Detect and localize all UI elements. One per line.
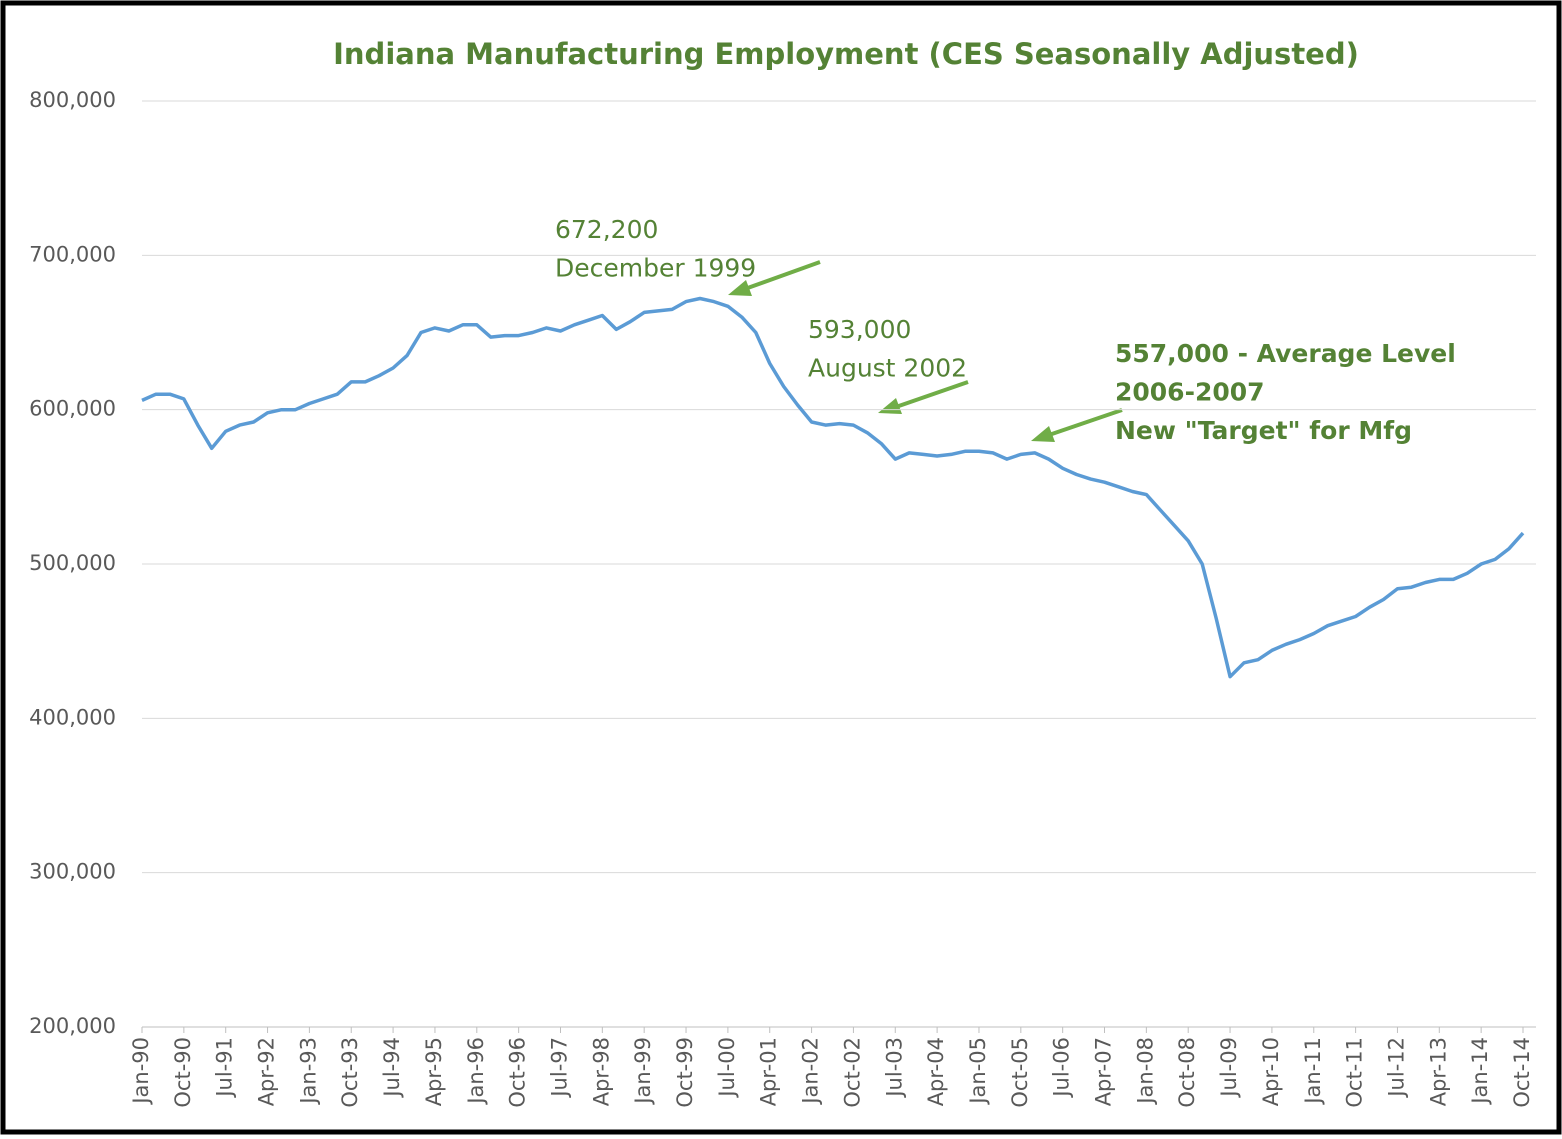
annotation: 557,000 - Average Level [1115, 339, 1456, 368]
x-tick-label: Jan-93 [296, 1037, 320, 1106]
x-tick-label: Jul-09 [1217, 1037, 1241, 1099]
x-tick-label: Jul-06 [1050, 1037, 1074, 1099]
x-tick-label: Jan-99 [631, 1037, 655, 1106]
x-tick-label: Jul-00 [715, 1037, 739, 1099]
annotation: August 2002 [808, 354, 967, 383]
y-tick-label: 300,000 [29, 860, 116, 884]
arrow [892, 380, 969, 410]
annotation: 672,200 [555, 215, 658, 244]
x-tick-label: Jul-94 [380, 1037, 404, 1099]
x-tick-label: Oct-02 [840, 1037, 864, 1108]
y-tick-label: 500,000 [29, 551, 116, 575]
x-tick-label: Oct-14 [1510, 1037, 1534, 1108]
y-tick-label: 700,000 [29, 242, 116, 266]
x-tick-label: Apr-98 [589, 1037, 613, 1106]
x-tick-label: Oct-96 [506, 1037, 530, 1108]
x-tick-label: Apr-01 [757, 1037, 781, 1106]
x-tick-label: Jan-02 [799, 1037, 823, 1106]
y-tick-label: 800,000 [29, 88, 116, 112]
y-tick-label: 400,000 [29, 705, 116, 729]
x-tick-label: Jan-11 [1301, 1037, 1325, 1106]
arrow-head [728, 280, 752, 296]
x-tick-label: Apr-95 [422, 1037, 446, 1106]
x-tick-label: Jan-14 [1468, 1037, 1492, 1106]
x-tick-label: Jul-12 [1384, 1037, 1408, 1099]
x-tick-label: Jan-08 [1133, 1037, 1157, 1106]
x-tick-label: Apr-13 [1426, 1037, 1450, 1106]
x-tick-label: Apr-10 [1259, 1037, 1283, 1106]
x-tick-label: Jul-03 [882, 1037, 906, 1099]
series-line [141, 296, 1525, 679]
x-tick-label: Oct-08 [1175, 1037, 1199, 1108]
x-tick-label: Apr-07 [1092, 1037, 1116, 1106]
y-tick-label: 600,000 [29, 397, 116, 421]
x-tick-label: Jul-97 [547, 1037, 571, 1099]
x-tick-label: Apr-04 [924, 1037, 948, 1106]
y-tick-label: 200,000 [29, 1014, 116, 1038]
x-tick-label: Jul-91 [213, 1037, 237, 1099]
x-tick-label: Jan-96 [464, 1037, 488, 1106]
annotation: 593,000 [808, 315, 911, 344]
arrow-head [1031, 426, 1055, 442]
x-tick-label: Oct-05 [1008, 1037, 1032, 1108]
arrow [741, 260, 821, 292]
annotation: December 1999 [555, 254, 756, 283]
x-tick-label: Jan-90 [129, 1037, 153, 1106]
chart-title: Indiana Manufacturing Employment (CES Se… [333, 37, 1359, 71]
arrow [1045, 408, 1123, 438]
annotation: 2006-2007 [1115, 378, 1265, 407]
x-tick-label: Oct-90 [171, 1037, 195, 1108]
annotation: New "Target" for Mfg [1115, 416, 1412, 445]
x-tick-label: Apr-92 [255, 1037, 279, 1106]
x-tick-label: Oct-93 [338, 1037, 362, 1108]
x-tick-label: Oct-99 [673, 1037, 697, 1108]
x-tick-label: Oct-11 [1343, 1037, 1367, 1108]
x-tick-label: Jan-05 [966, 1037, 990, 1106]
